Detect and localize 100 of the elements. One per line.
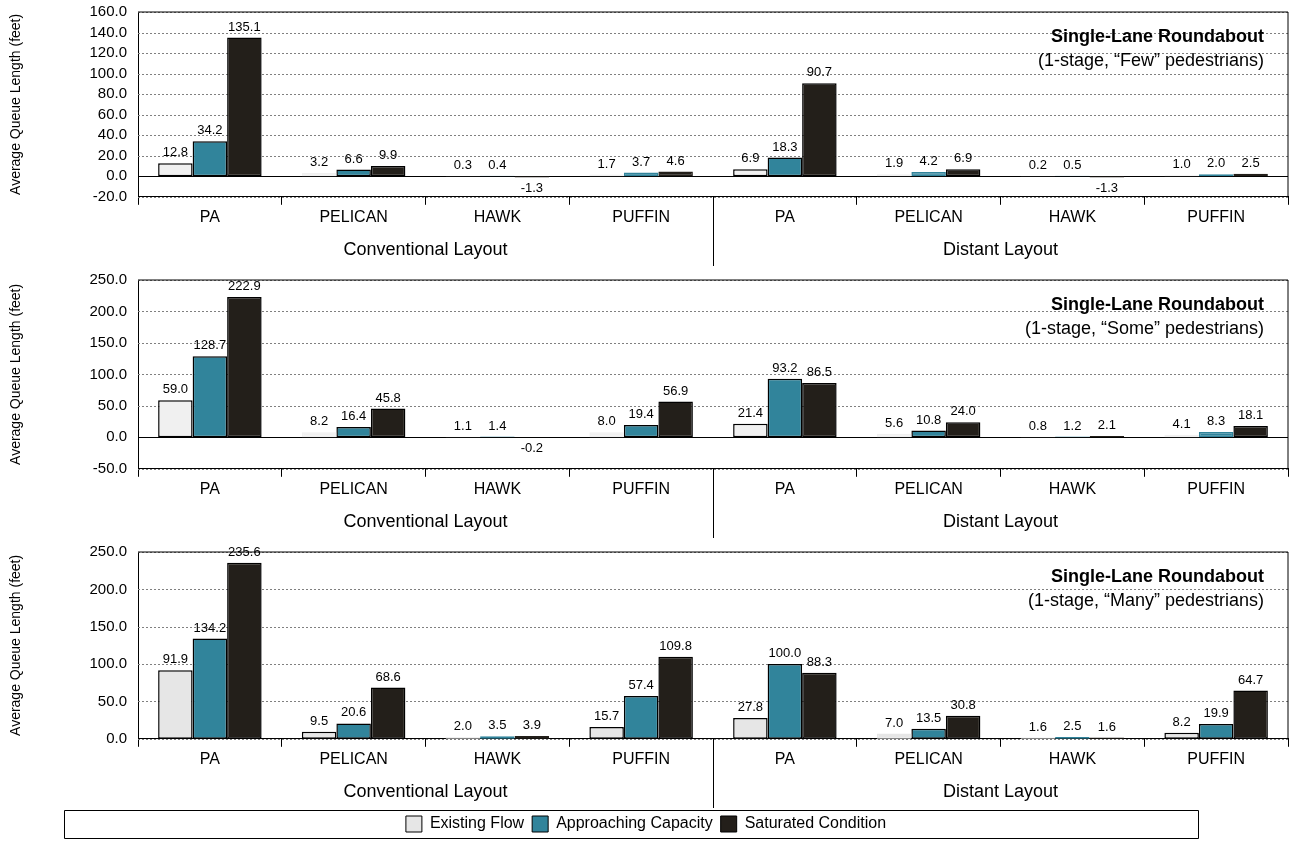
data-label: 93.2 [772,359,798,375]
data-label: 56.9 [662,382,689,398]
x-tick-label: PA [774,207,796,225]
text: Single-Lane Roundabout [1051,25,1264,46]
data-label: 19.4 [628,406,654,422]
data-label: 1.9 [885,155,904,171]
y-tick-label: 200.0 [89,579,127,597]
data-label: 2.0 [1207,155,1226,171]
y-tick-label: 160.0 [89,2,127,20]
data-label: 1.7 [597,155,616,171]
x-tick-label: HAWK [1048,479,1097,497]
data-label: 6.6 [344,150,363,166]
data-label: 1.6 [1028,718,1047,734]
data-label: 0.8 [1028,417,1047,433]
data-label: 3.7 [632,153,651,169]
x-tick-label: HAWK [1048,749,1097,767]
data-label: -0.2 [520,439,544,455]
data-label: 5.6 [885,414,904,430]
y-tick-label: 0.0 [106,427,127,445]
data-label: 4.6 [666,152,685,168]
y-axis-title: Average Queue Length (feet) [7,13,24,195]
x-tick-label: PELICAN [319,207,388,225]
data-label: 0.5 [1063,156,1082,172]
text: Conventional Layout [343,238,508,259]
x-tick-label: PELICAN [894,749,963,767]
y-tick-label: -50.0 [92,458,127,476]
y-axis-title: Average Queue Length (feet) [7,283,24,465]
data-label: 9.9 [379,147,398,163]
text: Single-Lane Roundabout [1051,565,1264,586]
x-tick-label: PUFFIN [612,207,671,225]
data-label: 6.9 [741,150,760,166]
data-label: 59.0 [162,381,189,397]
data-label: 1.6 [1097,718,1116,734]
y-axis-title: Average Queue Length (feet) [7,554,24,736]
data-label: 1.1 [453,417,472,433]
x-tick-label: HAWK [473,207,522,225]
data-label: 34.2 [197,122,223,138]
y-tick-label: 50.0 [97,396,127,414]
data-label: 24.0 [950,403,976,419]
data-label: 57.4 [628,676,654,692]
x-tick-label: PELICAN [319,479,388,497]
x-tick-label: PELICAN [319,749,388,767]
data-label: 64.7 [1237,671,1264,687]
y-tick-label: 0.0 [106,166,127,184]
data-label: 0.4 [488,156,507,172]
data-label: 3.2 [310,154,329,170]
data-label: 19.9 [1203,705,1229,721]
legend-label: Existing Flow [429,814,525,832]
x-tick-label: PA [199,207,221,225]
x-tick-label: PUFFIN [1187,749,1246,767]
data-label: 0.3 [453,157,472,173]
data-label: 2.1 [1097,417,1116,433]
data-label: 90.7 [806,64,833,80]
data-label: -1.3 [1095,179,1119,195]
x-tick-label: PUFFIN [1187,479,1246,497]
data-label: 21.4 [737,404,764,420]
y-tick-label: -20.0 [92,186,127,204]
data-label: 18.1 [1237,407,1264,423]
data-label: 45.8 [375,389,401,405]
data-label: 4.2 [919,153,938,169]
data-label: 128.7 [193,337,227,353]
data-label: 109.8 [659,637,692,653]
data-label: 1.2 [1063,417,1082,433]
data-label: 235.6 [228,543,261,559]
data-label: 86.5 [806,363,833,379]
y-tick-label: 200.0 [89,301,127,319]
legend-label: Saturated Condition [744,814,887,832]
data-label: 3.5 [488,717,507,733]
y-tick-label: 100.0 [89,654,127,672]
x-tick-label: PELICAN [894,207,963,225]
data-label: 27.8 [737,699,764,715]
y-tick-label: 80.0 [97,84,127,102]
data-label: 30.8 [950,696,976,712]
y-tick-label: 250.0 [89,542,127,560]
text: Single-Lane Roundabout [1051,293,1264,314]
data-label: 2.5 [1063,718,1082,734]
data-label: 1.4 [488,417,507,433]
y-tick-label: 40.0 [97,125,127,143]
data-label: 12.8 [162,144,189,160]
y-tick-label: 100.0 [89,364,127,382]
y-tick-label: 250.0 [89,270,127,288]
text: (1-stage, “Few” pedestrians) [1037,49,1264,70]
data-label: 91.9 [162,651,189,667]
data-label: 135.1 [228,18,261,34]
y-tick-label: 20.0 [97,145,127,163]
y-tick-label: 100.0 [89,63,127,81]
y-tick-label: 150.0 [89,333,127,351]
x-tick-label: PUFFIN [612,479,671,497]
data-label: 10.8 [915,411,942,427]
x-tick-label: PUFFIN [612,749,671,767]
x-tick-label: PELICAN [894,479,963,497]
data-label: 8.2 [1172,713,1191,729]
x-tick-label: PUFFIN [1187,207,1246,225]
x-tick-label: PA [774,749,796,767]
data-label: 1.0 [1172,156,1191,172]
data-label: 8.0 [597,413,616,429]
x-tick-label: PA [774,479,796,497]
data-label: 15.7 [593,708,620,724]
y-tick-label: 150.0 [89,616,127,634]
data-label: 7.0 [885,714,904,730]
